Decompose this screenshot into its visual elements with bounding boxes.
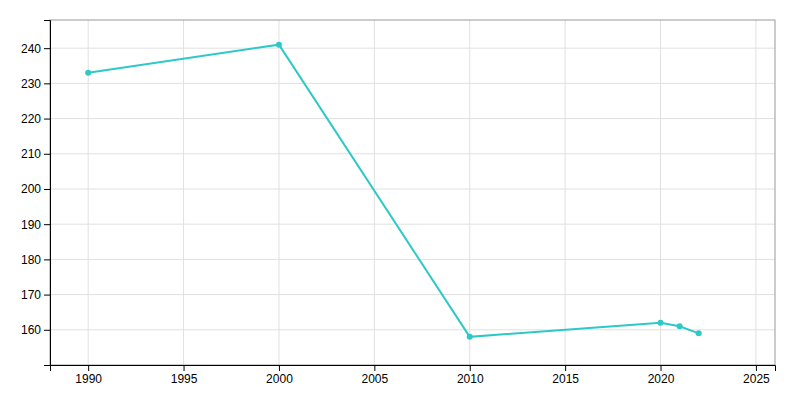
plot: 1990 1995 2000 2005 2010 2015 2020 2025 160 170 18…: [21, 20, 776, 386]
tick-label: 170: [21, 288, 41, 302]
axis-line: [51, 366, 776, 372]
tick-label: 2010: [457, 372, 484, 386]
axis-line: [44, 21, 51, 366]
tick: 2000: [266, 365, 293, 386]
tick-mark: [184, 365, 185, 371]
tick-label: 2020: [648, 372, 675, 386]
tick-label: 2015: [552, 372, 579, 386]
grid-line: [50, 224, 775, 225]
tick-label: 210: [21, 147, 41, 161]
tick: 240: [21, 42, 50, 56]
tick-label: 2000: [266, 372, 293, 386]
marker: [696, 330, 702, 336]
tick: 210: [21, 147, 50, 161]
grid-line: [183, 20, 184, 365]
tick-mark: [44, 119, 50, 120]
tick-mark: [44, 48, 50, 49]
tick: 200: [21, 182, 50, 196]
grid: [50, 20, 775, 365]
tick-mark: [44, 154, 50, 155]
marks: [85, 42, 702, 340]
tick-label: 240: [21, 42, 41, 56]
tick: 180: [21, 253, 50, 267]
grid-line: [50, 153, 775, 154]
y-axis: 160 170 180 190 200 210 220 230 240: [21, 21, 51, 366]
tick: 2010: [457, 365, 484, 386]
tick-label: 160: [21, 323, 41, 337]
marker: [677, 323, 683, 329]
tick: 1995: [171, 365, 198, 386]
tick-mark: [756, 365, 757, 371]
tick-label: 180: [21, 253, 41, 267]
tick-mark: [44, 83, 50, 84]
tick: 2020: [648, 365, 675, 386]
tick: 2025: [743, 365, 770, 386]
tick-label: 230: [21, 77, 41, 91]
grid-line: [278, 20, 279, 365]
tick-mark: [44, 224, 50, 225]
plot-frame: [50, 20, 775, 365]
tick-label: 2005: [361, 372, 388, 386]
tick-label: 200: [21, 182, 41, 196]
tick-label: 2025: [743, 372, 770, 386]
tick-mark: [565, 365, 566, 371]
tick-mark: [470, 365, 471, 371]
chart: 1990 1995 2000 2005 2010 2015 2020 2025 160 170 18…: [0, 0, 800, 400]
tick-mark: [279, 365, 280, 371]
marker: [658, 320, 664, 326]
grid-line: [565, 20, 566, 365]
tick: 230: [21, 77, 50, 91]
line: [88, 45, 699, 337]
tick-mark: [44, 295, 50, 296]
grid-line: [50, 259, 775, 260]
marker: [276, 42, 282, 48]
marker: [85, 70, 91, 76]
tick-label: 1995: [171, 372, 198, 386]
grid-line: [469, 20, 470, 365]
tick: 2005: [361, 365, 388, 386]
marker: [467, 334, 473, 340]
tick-mark: [44, 189, 50, 190]
grid-line: [660, 20, 661, 365]
tick: 190: [21, 218, 50, 232]
tick-label: 1990: [75, 372, 102, 386]
grid-line: [50, 118, 775, 119]
tick-mark: [88, 365, 89, 371]
grid-line: [50, 294, 775, 295]
tick: 2015: [552, 365, 579, 386]
tick: 220: [21, 112, 50, 126]
grid-line: [50, 83, 775, 84]
tick: 160: [21, 323, 50, 337]
grid-line: [50, 188, 775, 189]
grid-line: [755, 20, 756, 365]
x-axis: 1990 1995 2000 2005 2010 2015 2020 2025: [51, 365, 776, 386]
grid-line: [50, 48, 775, 49]
tick: 170: [21, 288, 50, 302]
tick-mark: [374, 365, 375, 371]
tick-label: 190: [21, 218, 41, 232]
tick: 1990: [75, 365, 102, 386]
tick-mark: [44, 330, 50, 331]
tick-mark: [661, 365, 662, 371]
tick-mark: [44, 259, 50, 260]
grid-line: [50, 329, 775, 330]
tick-label: 220: [21, 112, 41, 126]
